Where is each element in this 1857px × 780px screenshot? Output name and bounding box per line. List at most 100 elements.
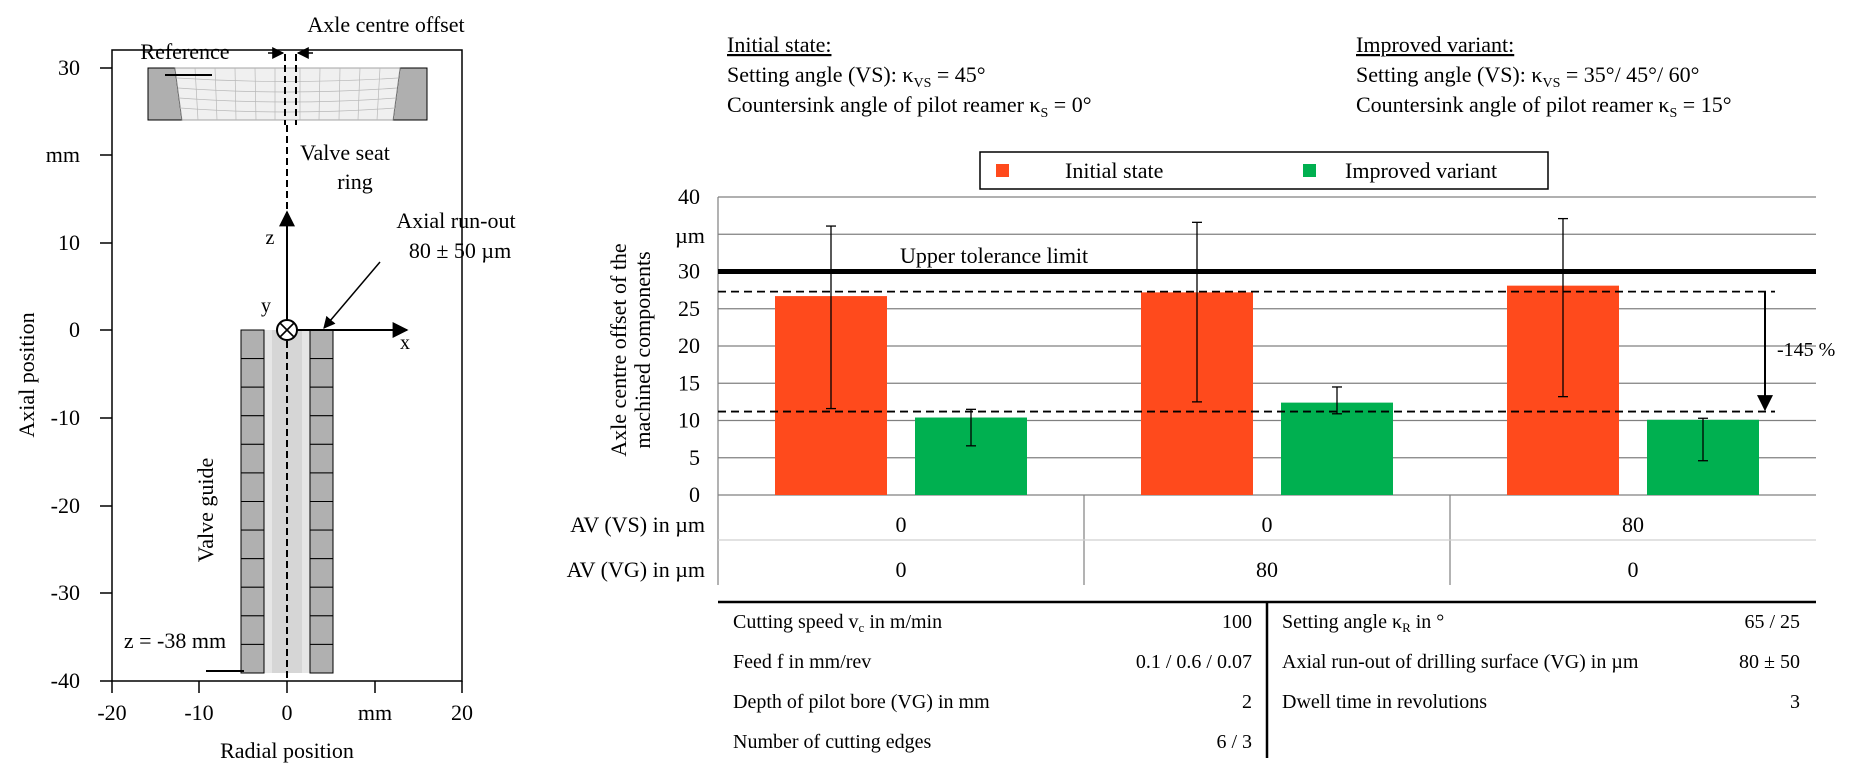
param-value: 65 / 25 xyxy=(1744,611,1800,633)
valve-guide-segment xyxy=(240,615,265,645)
valve-guide-segment xyxy=(240,586,265,617)
param-value: 0.1 / 0.6 / 0.07 xyxy=(1136,651,1252,673)
valve-guide-segment xyxy=(240,358,265,388)
valve-guide-segment xyxy=(240,529,265,560)
valve-guide-segment xyxy=(309,329,334,360)
header: Initial state: Setting angle (VS): κVS =… xyxy=(727,32,1732,121)
left-ytick: 10 xyxy=(58,230,80,255)
left-xtick: mm xyxy=(358,700,392,725)
label-axial-runout: Axial run-out xyxy=(396,208,515,233)
valve-guide-segment xyxy=(240,558,265,588)
param-label: Axial run-out of drilling surface (VG) i… xyxy=(1282,651,1639,673)
parameter-table: Cutting speed vc in m/min 100 Feed f in … xyxy=(718,600,1816,758)
legend-label-improved: Improved variant xyxy=(1345,158,1497,183)
left-ytick: mm xyxy=(46,142,80,167)
valve-guide-segment xyxy=(240,501,265,531)
chart-ytick-label: 15 xyxy=(678,370,700,395)
valve-guide xyxy=(240,329,334,681)
chart-ytick-label: 20 xyxy=(678,333,700,358)
param-label: Number of cutting edges xyxy=(733,731,931,753)
axis-label-z: z xyxy=(266,227,275,249)
left-xtick: 20 xyxy=(451,700,473,725)
chart-ytick-label: 40 xyxy=(678,184,700,209)
improved-variant-line-2: Countersink angle of pilot reamer κS = 1… xyxy=(1356,92,1732,121)
chart-y-ticks: 0 5 10 15 20 25 30 40 xyxy=(678,184,700,507)
bar-improved-variant xyxy=(1281,402,1393,495)
param-label: Feed f in mm/rev xyxy=(733,651,871,673)
legend-label-initial: Initial state xyxy=(1065,158,1163,183)
chart-ytick-label: 10 xyxy=(678,408,700,433)
param-value: 100 xyxy=(1222,611,1252,633)
row-label-av-vs: AV (VS) in µm xyxy=(570,512,705,537)
valve-guide-segment xyxy=(309,472,334,502)
label-valve-guide: Valve guide xyxy=(193,458,218,562)
valve-guide-segment xyxy=(309,415,334,445)
left-panel: 30 mm 10 0 -10 -20 -30 -40 -20 -10 0 mm … xyxy=(14,12,516,763)
bar-chart: 0 5 10 15 20 25 30 40 µm Axle centre offset of … xyxy=(567,184,1835,585)
param-value: 3 xyxy=(1790,691,1800,713)
param-value: 2 xyxy=(1242,691,1252,713)
initial-state-title: Initial state: xyxy=(727,32,831,57)
valve-guide-segment xyxy=(240,329,265,360)
left-ytick: -40 xyxy=(51,668,80,693)
valve-guide-segment xyxy=(309,358,334,388)
chart-reference-lines xyxy=(718,269,1816,413)
label-z-position: z = -38 mm xyxy=(124,628,226,653)
valve-guide-segment xyxy=(309,643,334,674)
label-valve-seat-ring: Valve seat xyxy=(300,140,390,165)
av-vs-value: 80 xyxy=(1622,512,1644,537)
initial-state-line-2: Countersink angle of pilot reamer κS = 0… xyxy=(727,92,1092,121)
label-axial-runout-value: 80 ± 50 µm xyxy=(409,238,511,263)
param-value: 6 / 3 xyxy=(1216,731,1252,753)
valve-guide-segment xyxy=(309,443,334,474)
valve-guide-segment xyxy=(309,586,334,617)
chart-ylabel: Axle centre offset of the xyxy=(606,243,631,456)
av-vg-value: 0 xyxy=(896,557,907,582)
chart-ylabel: machined components xyxy=(630,251,655,448)
axis-label-x: x xyxy=(400,332,410,354)
param-label: Cutting speed vc in m/min xyxy=(733,611,942,635)
valve-guide-segment xyxy=(240,386,265,417)
axis-label-y: y xyxy=(261,295,271,317)
chart-grid xyxy=(717,196,1816,496)
left-ytick: 30 xyxy=(58,55,80,80)
left-xtick: -10 xyxy=(184,700,213,725)
av-vg-value: 80 xyxy=(1256,557,1278,582)
legend: Initial state Improved variant xyxy=(979,151,1549,190)
legend-box xyxy=(979,151,1549,190)
chart-ytick-label: 30 xyxy=(678,259,700,284)
valve-guide-segment xyxy=(240,643,265,674)
left-ytick: -10 xyxy=(51,405,80,430)
param-label: Dwell time in revolutions xyxy=(1282,691,1487,713)
legend-swatch-improved xyxy=(1303,164,1316,177)
chart-ytick-label: 25 xyxy=(678,296,700,321)
improved-variant-title: Improved variant: xyxy=(1356,32,1514,57)
valve-guide-segment xyxy=(309,615,334,645)
valve-seat-ring xyxy=(147,54,428,125)
av-vg-value: 0 xyxy=(1628,557,1639,582)
label-valve-seat-ring: ring xyxy=(337,169,372,194)
left-ylabel: Axial position xyxy=(14,312,39,437)
row-label-av-vg: AV (VG) in µm xyxy=(567,557,705,582)
left-ytick: -30 xyxy=(51,580,80,605)
legend-swatch-initial xyxy=(996,164,1009,177)
chart-ytick-label: 0 xyxy=(689,482,700,507)
label-axle-centre-offset: Axle centre offset xyxy=(307,12,464,37)
valve-guide-segment xyxy=(240,415,265,445)
tolerance-label: Upper tolerance limit xyxy=(900,243,1088,268)
valve-guide-segment xyxy=(309,558,334,588)
left-ytick: 0 xyxy=(69,317,80,342)
valve-guide-segment xyxy=(240,443,265,474)
runout-leader xyxy=(323,261,381,329)
chart-bars xyxy=(775,285,1759,495)
chart-ytick-label: 5 xyxy=(689,445,700,470)
param-label: Setting angle κR in ° xyxy=(1282,611,1444,635)
improved-variant-line-1: Setting angle (VS): κVS = 35°/ 45°/ 60° xyxy=(1356,62,1699,91)
left-xlabel: Radial position xyxy=(220,738,354,763)
av-vs-value: 0 xyxy=(896,512,907,537)
category-table-dividers xyxy=(717,495,1816,585)
valve-guide-segment xyxy=(309,529,334,560)
valve-guide-segment xyxy=(240,472,265,502)
param-value: 80 ± 50 xyxy=(1739,651,1800,673)
